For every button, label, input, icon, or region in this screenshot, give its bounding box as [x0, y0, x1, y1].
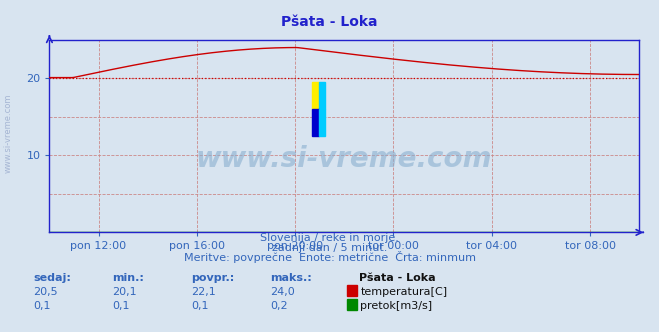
- Text: Meritve: povprečne  Enote: metrične  Črta: minmum: Meritve: povprečne Enote: metrične Črta:…: [183, 251, 476, 263]
- FancyBboxPatch shape: [312, 109, 319, 136]
- Text: sedaj:: sedaj:: [33, 273, 71, 283]
- Text: www.si-vreme.com: www.si-vreme.com: [4, 93, 13, 173]
- Text: zadnji dan / 5 minut.: zadnji dan / 5 minut.: [272, 243, 387, 253]
- FancyBboxPatch shape: [312, 82, 319, 109]
- Text: 0,2: 0,2: [270, 301, 288, 311]
- Text: 24,0: 24,0: [270, 288, 295, 297]
- Text: povpr.:: povpr.:: [191, 273, 235, 283]
- Text: 20,1: 20,1: [112, 288, 136, 297]
- Text: Pšata - Loka: Pšata - Loka: [359, 273, 436, 283]
- Text: maks.:: maks.:: [270, 273, 312, 283]
- Text: 22,1: 22,1: [191, 288, 216, 297]
- Text: temperatura[C]: temperatura[C]: [360, 288, 447, 297]
- Text: 0,1: 0,1: [33, 301, 51, 311]
- Text: min.:: min.:: [112, 273, 144, 283]
- Text: pretok[m3/s]: pretok[m3/s]: [360, 301, 432, 311]
- Text: 0,1: 0,1: [191, 301, 209, 311]
- FancyBboxPatch shape: [319, 82, 325, 109]
- Text: Slovenija / reke in morje.: Slovenija / reke in morje.: [260, 233, 399, 243]
- Text: 20,5: 20,5: [33, 288, 57, 297]
- Text: www.si-vreme.com: www.si-vreme.com: [196, 145, 492, 173]
- Text: 0,1: 0,1: [112, 301, 130, 311]
- FancyBboxPatch shape: [319, 109, 325, 136]
- Text: Pšata - Loka: Pšata - Loka: [281, 15, 378, 29]
